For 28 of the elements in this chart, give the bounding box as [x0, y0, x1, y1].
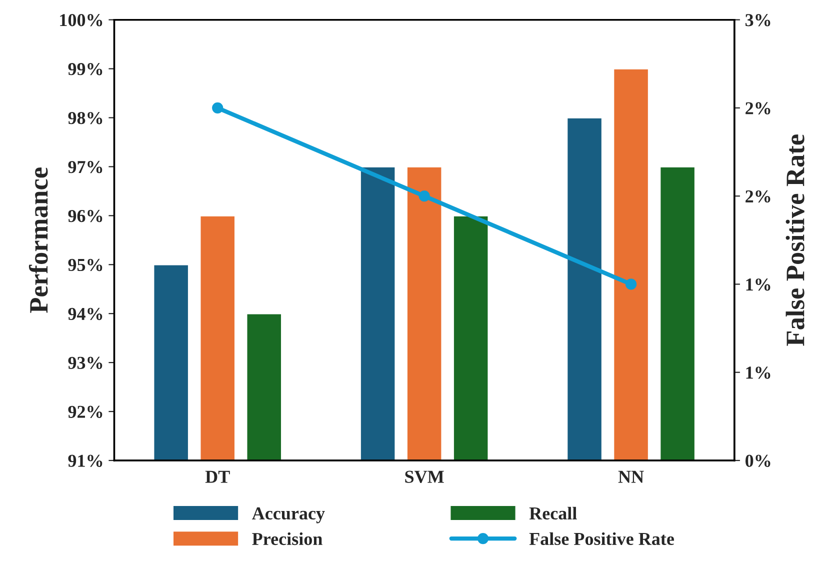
y-tick-label: 99% — [68, 63, 102, 76]
y2-tick-label: 0% — [746, 454, 770, 467]
y-axis-title: Performance — [28, 168, 48, 313]
legend-label: Precision — [252, 532, 322, 546]
y-tick-label: 95% — [68, 258, 102, 272]
y-tick-label: 93% — [68, 356, 102, 370]
x-tick-label: SVM — [405, 470, 444, 483]
y2-tick-label: 3% — [745, 14, 770, 26]
y-tick-label: 96% — [68, 210, 102, 222]
x-tick-label: NN — [618, 470, 644, 483]
y-tick-label: 97% — [68, 160, 102, 174]
y-tick-label: 92% — [68, 406, 102, 418]
y2-tick-label: 2% — [746, 102, 770, 114]
point — [418, 190, 430, 202]
point — [625, 278, 637, 290]
y2-tick-label: 1% — [746, 366, 770, 379]
legend-label: Accuracy — [252, 507, 325, 524]
y2-tick-label: 2% — [746, 190, 770, 203]
point — [212, 102, 224, 114]
legend-label: Recall — [529, 506, 577, 520]
y2-tick-label: 1% — [746, 278, 770, 291]
legend-label: False Positive Rate — [529, 532, 674, 546]
y-tick-label: 94% — [68, 308, 102, 320]
y-tick-label: 100% — [60, 14, 102, 26]
y-tick-label: 91% — [68, 454, 102, 467]
y2-axis-title: False Positive Rate — [786, 134, 804, 346]
x-tick-label: DT — [205, 470, 230, 483]
y-tick-label: 98% — [68, 112, 102, 124]
